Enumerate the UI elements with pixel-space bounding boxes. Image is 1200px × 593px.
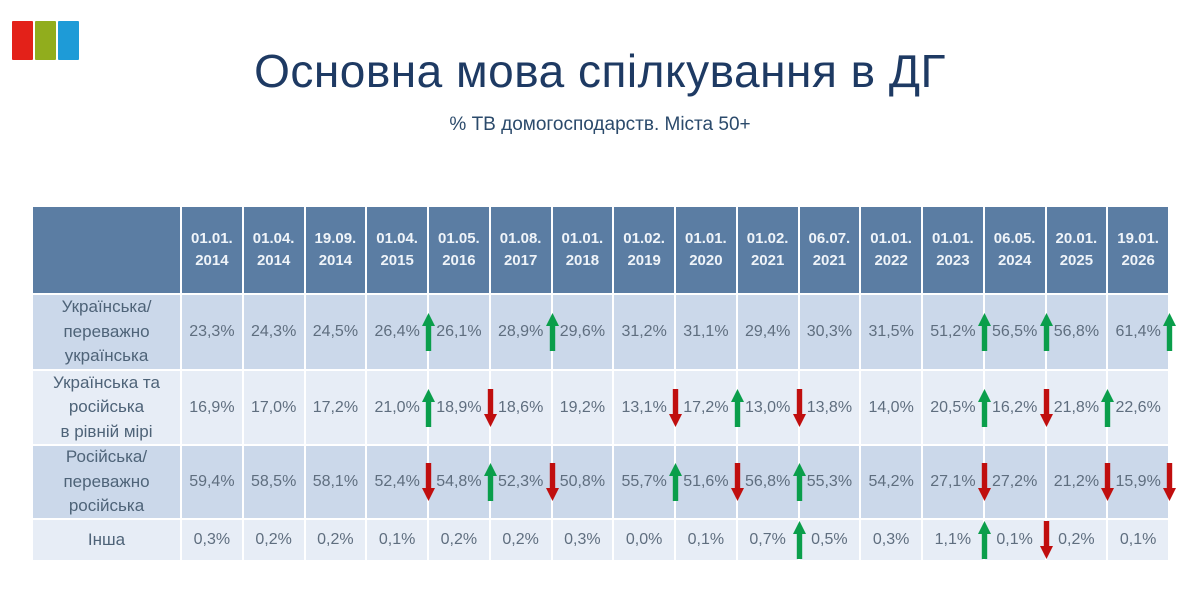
value-cell: 0,1%: [984, 520, 1053, 560]
page-subtitle: % ТВ домогосподарств. Міста 50+: [449, 114, 751, 135]
value-cell: 27,2%: [984, 446, 1045, 518]
date-header-cell: 06.07. 2021: [799, 207, 860, 293]
value-cell: 17,0%: [243, 371, 304, 444]
date-header-cell: 01.01. 2020: [676, 207, 736, 293]
value-cell: 0,2%: [243, 520, 304, 560]
value-cell: 31,2%: [614, 295, 674, 369]
date-header-cell: 01.01. 2014: [182, 207, 242, 293]
date-header-cell: 01.04. 2014: [243, 207, 304, 293]
value-cell: 31,1%: [676, 295, 736, 369]
value-cell: 0,1%: [1108, 520, 1168, 560]
value-cell: 0,3%: [182, 520, 242, 560]
trend-up-icon: [1163, 313, 1176, 351]
value-cell: 0,7%: [737, 520, 806, 560]
value-cell: 52,3%: [490, 446, 559, 518]
value-cell: 14,0%: [861, 371, 921, 444]
value-cell: 29,6%: [552, 295, 613, 369]
value-cell: 21,8%: [1046, 371, 1115, 444]
value-cell: 56,8%: [1046, 295, 1107, 369]
value-cell: 61,4%: [1108, 295, 1176, 369]
logo-blue-block: [58, 21, 79, 60]
value-cell: 54,2%: [861, 446, 921, 518]
value-cell: 0,1%: [676, 520, 736, 560]
value-cell: 0,2%: [429, 520, 489, 560]
date-header-cell: 01.05. 2016: [429, 207, 489, 293]
row-label: Інша: [33, 520, 180, 560]
corner-header-cell: [33, 207, 180, 293]
date-header-cell: 19.09. 2014: [305, 207, 366, 293]
value-cell: 21,0%: [367, 371, 435, 444]
value-cell: 26,1%: [429, 295, 489, 369]
value-cell: 22,6%: [1108, 371, 1168, 444]
value-cell: 16,2%: [984, 371, 1053, 444]
value-cell: 52,4%: [367, 446, 435, 518]
value-cell: 55,7%: [614, 446, 682, 518]
value-cell: 51,6%: [676, 446, 744, 518]
value-cell: 24,3%: [243, 295, 304, 369]
row-label: Українська/ переважно українська: [33, 295, 180, 369]
value-cell: 50,8%: [552, 446, 613, 518]
value-cell: 17,2%: [305, 371, 366, 444]
value-cell: 55,3%: [799, 446, 860, 518]
value-cell: 31,5%: [861, 295, 921, 369]
logo-green-block: [35, 21, 56, 60]
value-cell: 18,6%: [490, 371, 551, 444]
date-header-cell: 01.01. 2022: [861, 207, 921, 293]
trend-down-icon: [1163, 463, 1176, 501]
value-cell: 21,2%: [1046, 446, 1115, 518]
value-cell: 0,2%: [305, 520, 366, 560]
value-cell: 13,1%: [614, 371, 682, 444]
language-table: 01.01. 2014 01.04. 2014 19.09. 2014 01.04. …: [33, 207, 1176, 560]
value-cell: 0,2%: [490, 520, 551, 560]
value-cell: 18,9%: [429, 371, 497, 444]
value-cell: 24,5%: [305, 295, 366, 369]
value-cell: 0,3%: [861, 520, 921, 560]
date-header-cell: 19.01. 2026: [1108, 207, 1168, 293]
date-header-cell: 01.01. 2023: [923, 207, 983, 293]
value-cell: 51,2%: [923, 295, 991, 369]
value-cell: 56,5%: [984, 295, 1053, 369]
value-cell: 54,8%: [429, 446, 497, 518]
value-cell: 0,3%: [552, 520, 613, 560]
value-cell: 30,3%: [799, 295, 860, 369]
value-cell: 27,1%: [923, 446, 991, 518]
value-cell: 19,2%: [552, 371, 613, 444]
row-label: Російська/ переважно російська: [33, 446, 180, 518]
value-cell: 1,1%: [923, 520, 991, 560]
value-cell: 58,5%: [243, 446, 304, 518]
value-cell: 20,5%: [923, 371, 991, 444]
value-cell: 29,4%: [737, 295, 798, 369]
value-cell: 13,0%: [737, 371, 806, 444]
value-cell: 17,2%: [676, 371, 744, 444]
value-cell: 28,9%: [490, 295, 559, 369]
value-cell: 23,3%: [182, 295, 242, 369]
row-label: Українська та російська в рівній мірі: [33, 371, 180, 444]
date-header-cell: 01.02. 2021: [737, 207, 798, 293]
logo-red-block: [12, 21, 33, 60]
value-cell: 0,1%: [367, 520, 427, 560]
date-header-cell: 01.02. 2019: [614, 207, 674, 293]
date-header-cell: 01.04. 2015: [367, 207, 427, 293]
value-cell: 0,5%: [799, 520, 860, 560]
value-cell: 15,9%: [1108, 446, 1176, 518]
value-cell: 59,4%: [182, 446, 242, 518]
date-header-cell: 20.01. 2025: [1046, 207, 1107, 293]
value-cell: 58,1%: [305, 446, 366, 518]
page-title: Основна мова спілкування в ДГ: [254, 45, 946, 97]
value-cell: 0,0%: [614, 520, 674, 560]
date-header-cell: 01.01. 2018: [552, 207, 613, 293]
value-cell: 13,8%: [799, 371, 860, 444]
date-header-cell: 06.05. 2024: [984, 207, 1045, 293]
value-cell: 56,8%: [737, 446, 806, 518]
value-cell: 16,9%: [182, 371, 242, 444]
value-cell: 26,4%: [367, 295, 435, 369]
value-cell: 0,2%: [1046, 520, 1107, 560]
logo: [12, 21, 79, 60]
date-header-cell: 01.08. 2017: [490, 207, 551, 293]
